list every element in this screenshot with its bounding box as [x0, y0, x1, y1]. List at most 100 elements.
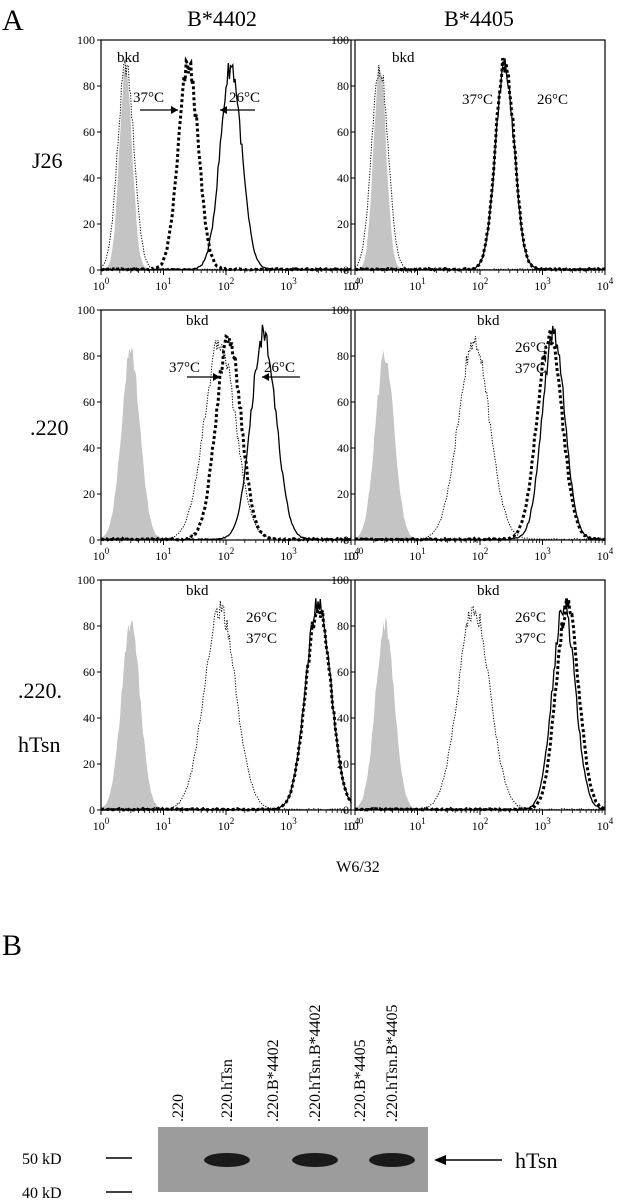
curve-arrow-head — [213, 373, 220, 381]
x-tick-label: 103 — [534, 546, 551, 563]
y-tick-label: 80 — [337, 79, 349, 93]
x-tick-label: 100 — [347, 276, 364, 293]
x-tick-label: 104 — [597, 816, 614, 833]
x-tick-label: 100 — [93, 546, 110, 563]
x-tick-label: 103 — [280, 546, 297, 563]
curve-annotation: 26°C — [515, 610, 546, 626]
panel-a-letter: A — [2, 4, 24, 37]
y-tick-label: 80 — [83, 79, 95, 93]
y-tick-label: 60 — [83, 395, 95, 409]
y-tick-label: 100 — [331, 303, 349, 317]
flow-histogram-grid: 0 20 40 60 80 100 100 101 102 103 104 bkd 37°C 26°C 0 2… — [77, 33, 614, 833]
curve-annotation: 26°C — [537, 92, 568, 108]
x-tick-label: 100 — [93, 276, 110, 293]
x-tick-label: 100 — [93, 816, 110, 833]
y-tick-label: 20 — [337, 487, 349, 501]
panel-b-letter: B — [2, 929, 22, 962]
y-tick-label: 20 — [83, 757, 95, 771]
x-tick-label: 101 — [155, 276, 172, 293]
column-title-b4405: B*4405 — [444, 6, 514, 31]
lane-label: .220.hTsn.B*4405 — [384, 1004, 401, 1122]
y-tick-label: 20 — [337, 757, 349, 771]
bkd-filled-histogram — [355, 64, 605, 270]
y-tick-label: 40 — [337, 711, 349, 725]
x-tick-label: 103 — [534, 816, 551, 833]
lane-label: .220.B*4402 — [265, 1039, 282, 1122]
x-tick-label: 100 — [347, 546, 364, 563]
x-tick-label: 102 — [472, 546, 489, 563]
lane-label: .220.hTsn.B*4402 — [307, 1004, 324, 1122]
y-tick-label: 60 — [337, 395, 349, 409]
y-tick-label: 60 — [83, 125, 95, 139]
htsn-band — [292, 1153, 338, 1167]
y-tick-label: 0 — [89, 803, 95, 817]
x-tick-label: 100 — [347, 816, 364, 833]
y-tick-label: 100 — [331, 33, 349, 47]
curve-arrow-head — [220, 106, 227, 114]
curve-annotation: bkd — [392, 50, 415, 66]
y-tick-label: 80 — [337, 349, 349, 363]
y-tick-label: 40 — [337, 171, 349, 185]
y-tick-label: 20 — [83, 487, 95, 501]
histogram-panel-5: 0 20 40 60 80 100 100 101 102 103 104 bkd 26°C 37°C — [331, 573, 614, 833]
curve-annotation: 37°C — [515, 361, 546, 377]
lane-labels: .220 .220.hTsn .220.B*4402 .220.hTsn.B*4402… — [170, 1004, 401, 1122]
x-tick-label: 101 — [409, 546, 426, 563]
y-tick-label: 0 — [343, 263, 349, 277]
bkd-filled-histogram — [355, 350, 605, 540]
curve-arrow-head — [262, 373, 269, 381]
row-label-220-htsn-line1: .220. — [18, 678, 62, 703]
curve-annotation: 26°C — [229, 90, 260, 106]
bkd-filled-histogram — [101, 347, 351, 540]
y-tick-label: 80 — [83, 349, 95, 363]
y-tick-label: 100 — [331, 573, 349, 587]
curve-annotation: bkd — [186, 313, 209, 329]
curve-annotation: 37°C — [169, 360, 200, 376]
curve-annotation: bkd — [186, 583, 209, 599]
marker-50kd-label: 50 kD — [22, 1151, 62, 1168]
row-label-220: .220 — [30, 415, 69, 440]
y-tick-label: 80 — [337, 619, 349, 633]
x-tick-label: 104 — [597, 276, 614, 293]
x-tick-label: 102 — [218, 816, 235, 833]
y-tick-label: 20 — [337, 217, 349, 231]
column-title-b4402: B*4402 — [187, 6, 257, 31]
lane-label: .220 — [170, 1094, 187, 1122]
y-tick-label: 100 — [77, 303, 95, 317]
blot-bands — [204, 1153, 415, 1167]
x-tick-label: 102 — [472, 816, 489, 833]
curve-annotation: 37°C — [462, 92, 493, 108]
y-tick-label: 60 — [337, 665, 349, 679]
marker-40kd-label: 40 kD — [22, 1185, 62, 1200]
x-tick-label: 102 — [218, 546, 235, 563]
plot-frame — [100, 39, 352, 271]
x-tick-label: 102 — [472, 276, 489, 293]
x-tick-label: 103 — [534, 276, 551, 293]
bkd-filled-histogram — [101, 62, 351, 270]
x-tick-label: 101 — [155, 816, 172, 833]
y-tick-label: 60 — [337, 125, 349, 139]
y-tick-label: 100 — [77, 33, 95, 47]
histogram-panel-1: 0 20 40 60 80 100 100 101 102 103 104 bkd 37°C 26°C — [331, 33, 614, 293]
htsn-band — [369, 1153, 415, 1167]
y-tick-label: 20 — [83, 217, 95, 231]
htsn-arrow-head — [434, 1155, 446, 1165]
row-label-220-htsn-line2: hTsn — [18, 732, 60, 757]
y-tick-label: 40 — [337, 441, 349, 455]
y-tick-label: 100 — [77, 573, 95, 587]
y-tick-label: 0 — [89, 533, 95, 547]
curve-annotation: bkd — [477, 583, 500, 599]
x-tick-label: 101 — [409, 816, 426, 833]
y-tick-label: 0 — [343, 533, 349, 547]
y-tick-label: 40 — [83, 171, 95, 185]
curve-annotation: bkd — [117, 50, 140, 66]
x-tick-label: 103 — [280, 276, 297, 293]
y-tick-label: 40 — [83, 711, 95, 725]
y-tick-label: 0 — [89, 263, 95, 277]
curve-annotation: 26°C — [264, 360, 295, 376]
x-tick-label: 101 — [409, 276, 426, 293]
histogram-panel-3: 0 20 40 60 80 100 100 101 102 103 104 bkd 26°C 37°C — [331, 303, 614, 563]
